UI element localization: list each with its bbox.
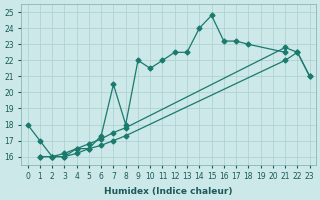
X-axis label: Humidex (Indice chaleur): Humidex (Indice chaleur) — [104, 187, 233, 196]
